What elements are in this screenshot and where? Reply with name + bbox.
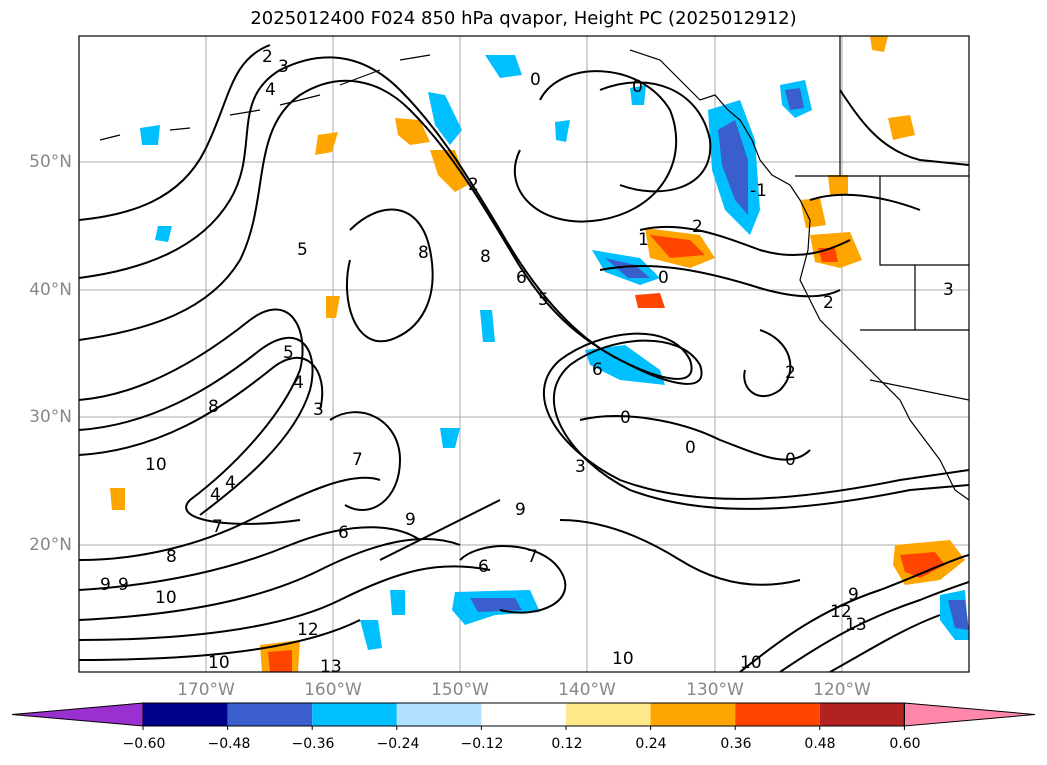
svg-text:8: 8: [418, 243, 429, 263]
svg-text:10: 10: [612, 649, 634, 669]
svg-text:0: 0: [785, 450, 796, 470]
svg-text:0: 0: [658, 268, 669, 288]
colorbar-segment: [143, 703, 228, 726]
svg-text:4: 4: [265, 80, 276, 100]
colorbar-segment: [735, 703, 820, 726]
svg-text:1: 1: [638, 230, 649, 250]
svg-text:10: 10: [208, 653, 230, 673]
svg-text:2: 2: [468, 175, 479, 195]
svg-text:8: 8: [480, 247, 491, 267]
colorbar-extend-max: [903, 702, 1036, 727]
map-frame: [78, 35, 970, 673]
shaded-anomalies: [110, 36, 969, 672]
lon-label: 120°W: [813, 680, 871, 700]
colorbar-tick: 0.48: [804, 736, 836, 752]
colorbar-tick: −0.36: [291, 736, 335, 752]
colorbar-segment: [819, 703, 905, 726]
lon-label: 150°W: [431, 680, 489, 700]
svg-text:8: 8: [208, 397, 219, 417]
svg-text:9: 9: [405, 510, 416, 530]
svg-text:10: 10: [145, 455, 167, 475]
svg-text:9: 9: [118, 575, 129, 595]
colorbar-tick: 0.60: [889, 736, 921, 752]
colorbar: [11, 702, 1036, 730]
svg-text:6: 6: [592, 360, 603, 380]
svg-text:-1: -1: [750, 181, 767, 201]
svg-text:13: 13: [845, 615, 867, 635]
svg-text:4: 4: [225, 473, 236, 493]
colorbar-segment: [396, 703, 482, 726]
svg-text:4: 4: [210, 485, 221, 505]
colorbar-tick: −0.48: [207, 736, 251, 752]
svg-text:7: 7: [352, 450, 363, 470]
svg-text:0: 0: [530, 70, 541, 90]
svg-text:3: 3: [313, 400, 324, 420]
lon-label: 140°W: [558, 680, 616, 700]
colorbar-segment: [481, 703, 566, 726]
svg-text:5: 5: [297, 240, 308, 260]
colorbar-segment: [650, 703, 736, 726]
lat-label: 50°N: [29, 152, 72, 172]
svg-text:7: 7: [527, 547, 538, 567]
svg-text:5: 5: [283, 343, 294, 363]
svg-text:3: 3: [943, 280, 954, 300]
colorbar-tick: −0.60: [122, 736, 166, 752]
map-title: 2025012400 F024 850 hPa qvapor, Height P…: [250, 8, 797, 29]
svg-text:2: 2: [262, 47, 273, 67]
colorbar-frame: [142, 702, 905, 727]
svg-text:12: 12: [297, 620, 319, 640]
svg-text:0: 0: [632, 77, 643, 97]
lat-label: 40°N: [29, 280, 72, 300]
colorbar-tick: −0.12: [460, 736, 504, 752]
colorbar-segment: [227, 703, 313, 726]
svg-text:8: 8: [166, 547, 177, 567]
lat-label: 30°N: [29, 407, 72, 427]
lat-label: 20°N: [29, 535, 72, 555]
colorbar-extend-min: [11, 702, 144, 727]
svg-text:4: 4: [293, 373, 304, 393]
svg-text:9: 9: [515, 500, 526, 520]
colorbar-tick: 0.24: [635, 736, 667, 752]
svg-text:10: 10: [740, 653, 762, 673]
svg-text:9: 9: [848, 585, 859, 605]
lon-label: 130°W: [686, 680, 744, 700]
svg-text:6: 6: [516, 268, 527, 288]
svg-text:7: 7: [212, 517, 223, 537]
svg-text:2: 2: [785, 363, 796, 383]
coastlines: [99, 36, 969, 501]
svg-text:5: 5: [538, 290, 549, 310]
colorbar-segment: [312, 703, 397, 726]
colorbar-segment: [566, 703, 651, 726]
svg-text:10: 10: [155, 588, 177, 608]
colorbar-tick: −0.24: [376, 736, 420, 752]
lon-label: 170°W: [177, 680, 235, 700]
svg-text:0: 0: [685, 438, 696, 458]
height-contours: [79, 44, 969, 672]
svg-text:12: 12: [830, 602, 852, 622]
svg-text:0: 0: [620, 408, 631, 428]
svg-text:2: 2: [692, 217, 703, 237]
colorbar-tick: 0.12: [551, 736, 583, 752]
svg-text:6: 6: [338, 523, 349, 543]
svg-text:6: 6: [478, 557, 489, 577]
svg-text:2: 2: [823, 293, 834, 313]
lon-label: 160°W: [304, 680, 362, 700]
colorbar-tick: 0.36: [720, 736, 752, 752]
svg-text:9: 9: [100, 575, 111, 595]
svg-text:3: 3: [278, 57, 289, 77]
svg-text:3: 3: [575, 457, 586, 477]
svg-text:13: 13: [320, 657, 342, 677]
